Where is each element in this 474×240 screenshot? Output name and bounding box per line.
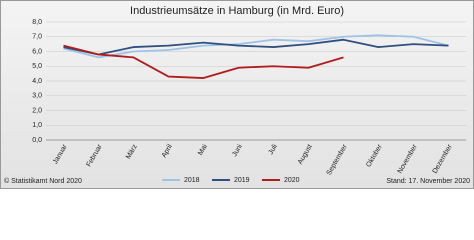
y-tick-label: 5,0 (32, 63, 42, 70)
legend-label: 2019 (234, 177, 250, 184)
series-line (63, 34, 449, 59)
note: Stand: 17. November 2020 (386, 178, 470, 185)
legend-label: 2020 (284, 177, 300, 184)
series-line (63, 44, 344, 79)
x-tick-label: Mai (197, 143, 209, 157)
chart: Industrieumsätze in Hamburg (in Mrd. Eur… (0, 0, 474, 189)
y-tick-label: 1,0 (32, 122, 42, 129)
source: © Statistikamt Nord 2020 (4, 177, 82, 185)
y-tick-label: 7,0 (32, 34, 42, 41)
legend-label: 2018 (184, 177, 200, 184)
y-tick-label: 8,0 (32, 19, 42, 26)
y-tick-label: 2,0 (32, 107, 42, 114)
y-tick-label: 0,0 (32, 137, 42, 144)
y-tick-label: 3,0 (32, 93, 42, 100)
series-line (63, 38, 449, 56)
background (0, 0, 474, 189)
y-tick-label: 6,0 (32, 48, 42, 55)
y-tick-label: 4,0 (32, 78, 42, 85)
chart-title: Industrieumsätze in Hamburg (in Mrd. Eur… (130, 5, 344, 17)
x-tick-label: Juli (268, 143, 280, 156)
